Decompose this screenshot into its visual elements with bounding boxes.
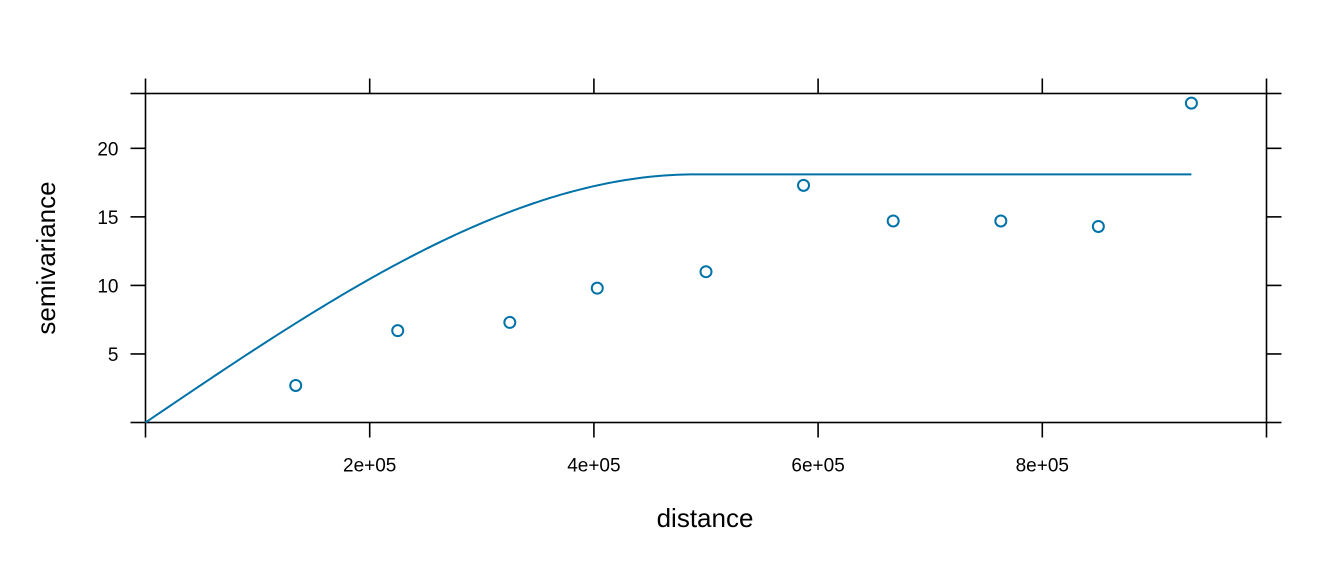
y-axis-title: semivariance — [31, 181, 61, 334]
plot-panel-border — [144, 92, 1268, 424]
data-point — [797, 178, 811, 192]
axis-ticks — [130, 78, 1282, 438]
data-point — [503, 315, 517, 329]
x-tick-label: 8e+05 — [1016, 456, 1069, 477]
data-point — [1184, 96, 1198, 110]
y-tick-label: 15 — [97, 208, 118, 229]
fitted-model-line — [144, 173, 1192, 424]
x-tick-label: 6e+05 — [791, 456, 844, 477]
y-tick-label: 10 — [97, 276, 118, 297]
data-point — [1091, 219, 1105, 233]
sample-variogram-points — [289, 96, 1198, 392]
data-point — [289, 378, 303, 392]
y-tick-label: 5 — [108, 345, 119, 366]
x-axis-title: distance — [657, 503, 754, 533]
y-tick-label: 20 — [97, 139, 118, 160]
x-tick-label: 2e+05 — [343, 456, 396, 477]
x-tick-label: 4e+05 — [567, 456, 620, 477]
data-point — [699, 265, 713, 279]
data-point — [886, 214, 900, 228]
data-point — [590, 281, 604, 295]
axis-tick-labels: 2e+05 4e+05 6e+05 8e+05 5 10 15 20 — [97, 139, 1069, 476]
data-point — [994, 214, 1008, 228]
data-point — [391, 324, 405, 338]
